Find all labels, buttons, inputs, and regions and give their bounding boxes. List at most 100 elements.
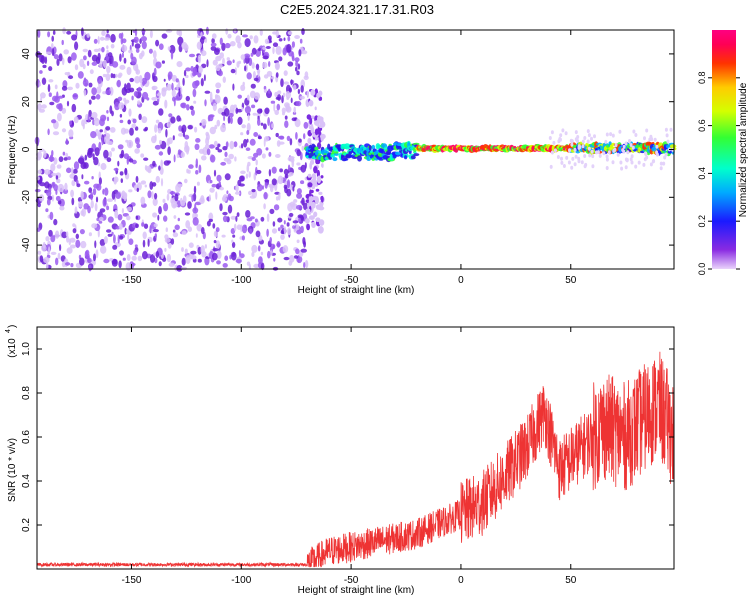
noise-blob <box>269 237 273 243</box>
noise-blob <box>196 181 200 186</box>
noise-blob <box>235 215 238 222</box>
noise-blob <box>80 240 87 249</box>
noise-blob <box>57 183 65 193</box>
signal-halo <box>634 133 638 137</box>
noise-blob <box>91 176 94 180</box>
noise-blob <box>277 217 283 223</box>
noise-blob <box>278 38 283 42</box>
noise-blob <box>178 133 184 137</box>
noise-blob <box>298 217 301 223</box>
noise-blob <box>113 234 116 244</box>
noise-blob <box>273 257 276 262</box>
noise-blob <box>203 74 206 82</box>
colorbar-tick-label: 0.8 <box>697 72 707 85</box>
noise-blob <box>147 238 150 247</box>
noise-blob <box>158 43 164 50</box>
noise-blob <box>262 61 268 69</box>
noise-blob <box>311 201 316 209</box>
noise-blob <box>77 71 84 79</box>
signal-halo <box>557 139 561 144</box>
noise-blob <box>71 34 78 41</box>
noise-blob <box>210 154 216 163</box>
signal-halo <box>664 152 668 157</box>
y-tick-label: -40 <box>21 237 32 252</box>
noise-blob <box>71 103 77 113</box>
noise-blob <box>131 123 137 129</box>
noise-blob <box>51 172 57 177</box>
noise-blob <box>98 177 102 185</box>
signal-halo <box>662 161 666 166</box>
noise-blob <box>264 107 270 115</box>
noise-blob <box>230 215 237 220</box>
signal-halo <box>578 145 582 150</box>
noise-blob <box>296 229 302 235</box>
noise-blob <box>185 146 190 155</box>
noise-blob <box>112 73 116 79</box>
noise-blob <box>142 91 149 100</box>
noise-blob <box>268 88 271 94</box>
signal-halo <box>618 129 622 134</box>
noise-blob <box>74 64 79 71</box>
noise-blob <box>121 192 124 196</box>
noise-blob <box>275 45 282 55</box>
noise-blob <box>141 116 148 124</box>
noise-blob <box>314 196 319 205</box>
noise-blob <box>220 124 227 133</box>
noise-blob <box>151 97 157 101</box>
signal-halo <box>560 156 563 161</box>
spectrogram-panel: -150 -100 -50 0 50 -40 -20 0 20 40 Height of str… <box>7 26 677 296</box>
noise-blob <box>134 244 138 248</box>
noise-blob <box>205 26 209 35</box>
noise-blob <box>197 54 202 64</box>
noise-blob <box>93 48 100 53</box>
noise-blob <box>142 231 147 240</box>
noise-blob <box>154 192 158 200</box>
noise-blob <box>98 220 103 224</box>
noise-blob <box>117 144 124 150</box>
noise-blob <box>158 261 162 267</box>
noise-blob <box>181 257 186 266</box>
noise-blob <box>236 212 240 217</box>
noise-blob <box>98 216 104 222</box>
noise-blob <box>222 215 228 223</box>
x-tick-label: -100 <box>231 275 251 286</box>
noise-blob <box>253 92 261 100</box>
noise-blob <box>246 130 250 135</box>
noise-blob <box>110 126 116 133</box>
signal-blob <box>410 155 416 160</box>
noise-blob <box>52 131 60 136</box>
noise-blob <box>81 27 84 36</box>
noise-blob <box>215 146 220 151</box>
noise-blob <box>204 90 211 94</box>
noise-blob <box>295 100 302 107</box>
noise-blob <box>71 180 76 187</box>
noise-blob <box>177 183 183 187</box>
noise-blob <box>208 194 211 202</box>
noise-blob <box>315 188 320 192</box>
noise-blob <box>214 94 218 99</box>
signal-halo <box>620 166 624 171</box>
noise-blob <box>128 158 134 163</box>
noise-blob <box>51 194 55 202</box>
noise-blob <box>288 172 294 177</box>
noise-blob <box>98 141 102 151</box>
signal-halo <box>586 129 590 134</box>
noise-blob <box>126 82 131 91</box>
noise-blob <box>218 181 221 186</box>
noise-blob <box>208 218 213 223</box>
noise-blob <box>291 41 295 48</box>
noise-blob <box>216 143 221 148</box>
noise-blob <box>208 114 215 118</box>
noise-blob <box>277 135 284 139</box>
noise-blob <box>241 107 244 112</box>
noise-blob <box>210 42 217 47</box>
noise-blob <box>115 73 118 78</box>
noise-blob <box>45 51 52 55</box>
noise-blob <box>46 189 52 197</box>
noise-blob <box>83 89 87 97</box>
noise-blob <box>39 182 46 187</box>
noise-blob <box>103 37 111 41</box>
noise-blob <box>184 212 191 216</box>
noise-blob <box>51 35 54 42</box>
snr-frame <box>36 326 675 570</box>
